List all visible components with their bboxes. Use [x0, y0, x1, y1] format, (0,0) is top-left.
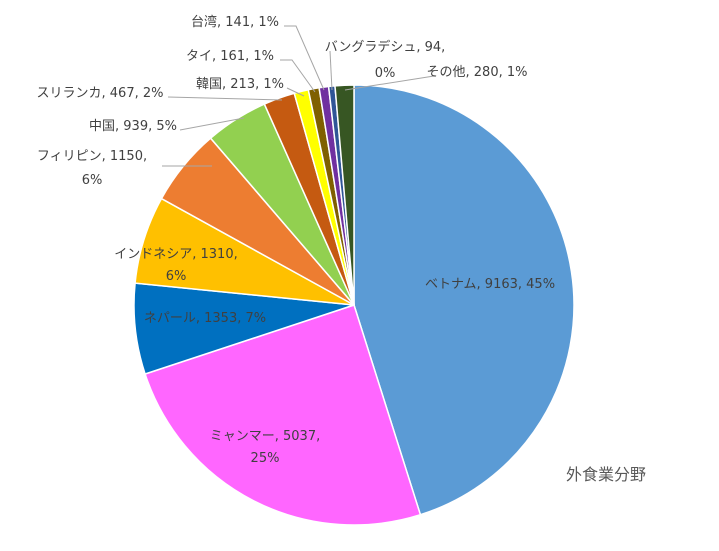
data-label-8: タイ, 161, 1%	[186, 49, 274, 64]
data-label-3-line1: インドネシア, 1310,	[114, 247, 237, 262]
leader-lines	[162, 25, 435, 167]
data-label-5: 中国, 939, 5%	[89, 119, 177, 134]
data-label-0: ベトナム, 9163, 45%	[425, 277, 555, 292]
data-label-9: 台湾, 141, 1%	[191, 14, 279, 30]
data-label-2: ネパール, 1353, 7%	[144, 311, 266, 326]
data-label-10-line2: 0%	[375, 66, 396, 81]
data-labels: ベトナム, 9163, 45% ミャンマー, 5037, 25% ネパール, 1353…	[37, 14, 556, 466]
data-label-1-line1: ミャンマー, 5037,	[210, 429, 320, 444]
data-label-4-line2: 6%	[82, 173, 103, 188]
chart-caption: 外食業分野	[566, 465, 646, 484]
leader-line-11	[344, 75, 435, 91]
data-label-3-line2: 6%	[166, 269, 187, 284]
data-label-1-line2: 25%	[251, 451, 280, 466]
leader-line-5	[179, 117, 245, 131]
leader-line-8	[280, 59, 316, 93]
leader-line-7	[286, 87, 305, 97]
pie-slices	[133, 84, 575, 526]
data-label-6: スリランカ, 467, 2%	[37, 86, 164, 101]
data-label-4-line1: フィリピン, 1150,	[37, 149, 147, 164]
leader-line-10	[329, 50, 333, 91]
leader-line-9	[284, 25, 325, 91]
leader-line-6	[167, 96, 283, 101]
slice-11	[334, 84, 355, 306]
slice-1	[144, 304, 422, 526]
data-label-7: 韓国, 213, 1%	[196, 77, 284, 92]
data-label-11: その他, 280, 1%	[427, 65, 528, 80]
data-label-10-line1: バングラデシュ, 94,	[325, 39, 446, 55]
slice-0	[353, 84, 575, 516]
